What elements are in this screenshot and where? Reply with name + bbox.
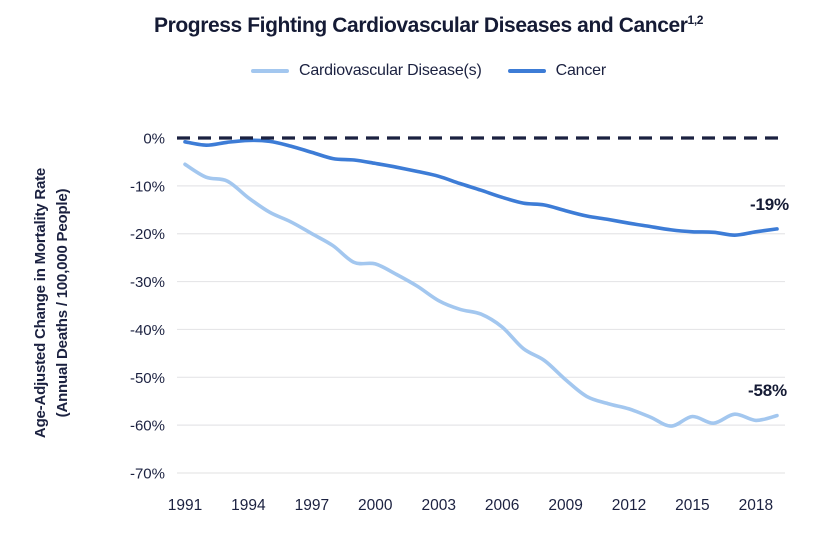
x-tick-label: 2006 xyxy=(485,497,519,514)
y-tick-label: 0% xyxy=(143,131,165,148)
y-tick-label: -20% xyxy=(130,226,165,243)
title-superscript: 1,2 xyxy=(687,13,704,27)
legend-item-cardiovascular: Cardiovascular Disease(s) xyxy=(250,62,482,80)
legend-line-swatch-cancer xyxy=(507,69,546,73)
y-tick-label: -10% xyxy=(130,178,165,195)
chart-title: Progress Fighting Cardiovascular Disease… xyxy=(44,14,813,38)
x-tick-label: 2000 xyxy=(358,497,393,514)
y-tick-label: -40% xyxy=(130,322,165,339)
y-tick-label: -50% xyxy=(130,370,165,387)
annotation-cancer-end: -19% xyxy=(750,195,789,214)
x-tick-label: 2018 xyxy=(739,497,773,514)
series-line-cardiovascular-disease-s- xyxy=(183,162,779,428)
x-tick-label: 1991 xyxy=(168,497,202,514)
legend-label-cancer: Cancer xyxy=(555,62,607,79)
legend-item-cancer: Cancer xyxy=(507,62,607,80)
legend-line-swatch-cardiovascular xyxy=(250,69,289,73)
legend: Cardiovascular Disease(s) Cancer xyxy=(44,62,813,80)
x-tick-label: 2009 xyxy=(548,497,582,514)
y-tick-label: -30% xyxy=(130,274,165,291)
y-tick-label: -60% xyxy=(130,418,165,435)
y-tick-label: -70% xyxy=(130,466,165,483)
x-tick-label: 1994 xyxy=(231,497,266,514)
x-tick-label: 2003 xyxy=(421,497,455,514)
x-tick-label: 2012 xyxy=(612,497,646,514)
legend-label-cardiovascular: Cardiovascular Disease(s) xyxy=(298,62,482,79)
x-tick-label: 2015 xyxy=(675,497,709,514)
series-line-cancer xyxy=(183,138,779,237)
annotation-cvd-end: -58% xyxy=(748,381,787,400)
chart-title-text: Progress Fighting Cardiovascular Disease… xyxy=(153,14,688,37)
x-tick-label: 1997 xyxy=(295,497,329,514)
